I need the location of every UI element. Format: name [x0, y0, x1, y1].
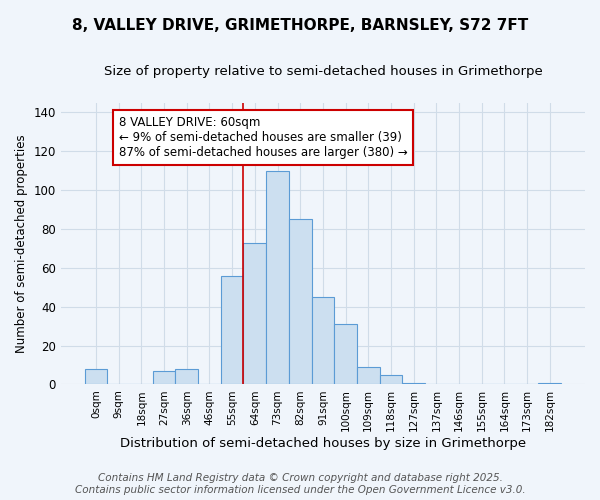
Bar — [380, 374, 403, 384]
Title: Size of property relative to semi-detached houses in Grimethorpe: Size of property relative to semi-detach… — [104, 65, 542, 78]
Text: 8, VALLEY DRIVE, GRIMETHORPE, BARNSLEY, S72 7FT: 8, VALLEY DRIVE, GRIMETHORPE, BARNSLEY, … — [72, 18, 528, 32]
Bar — [334, 324, 357, 384]
Text: 8 VALLEY DRIVE: 60sqm
← 9% of semi-detached houses are smaller (39)
87% of semi-: 8 VALLEY DRIVE: 60sqm ← 9% of semi-detac… — [119, 116, 407, 160]
X-axis label: Distribution of semi-detached houses by size in Grimethorpe: Distribution of semi-detached houses by … — [120, 437, 526, 450]
Bar — [244, 242, 266, 384]
Bar — [152, 371, 175, 384]
Bar — [85, 369, 107, 384]
Bar — [289, 220, 311, 384]
Bar — [538, 382, 561, 384]
Y-axis label: Number of semi-detached properties: Number of semi-detached properties — [15, 134, 28, 353]
Bar — [266, 171, 289, 384]
Bar — [357, 367, 380, 384]
Bar — [175, 369, 198, 384]
Bar — [221, 276, 244, 384]
Bar — [311, 297, 334, 384]
Text: Contains HM Land Registry data © Crown copyright and database right 2025.
Contai: Contains HM Land Registry data © Crown c… — [74, 474, 526, 495]
Bar — [403, 382, 425, 384]
